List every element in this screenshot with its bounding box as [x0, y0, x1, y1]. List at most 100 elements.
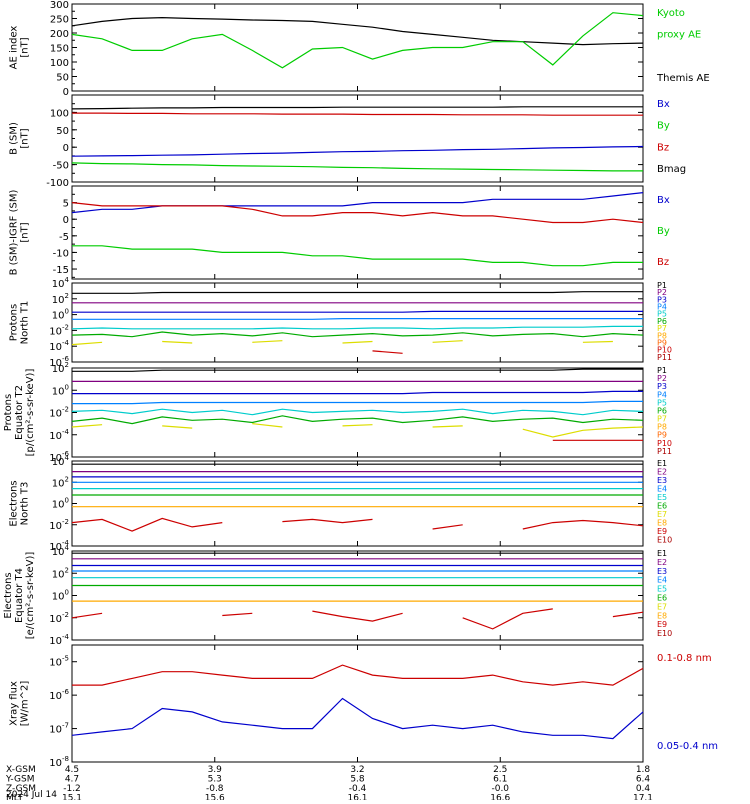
legend-entry: P8 [657, 331, 667, 340]
y-tick-label: -50 [53, 161, 69, 172]
footer-value: 5.8 [350, 775, 365, 785]
y-axis-label: North T3 [20, 482, 31, 526]
footer-value: 16.6 [490, 794, 510, 801]
y-axis-label: Electrons [9, 480, 20, 526]
y-tick-label: -5 [59, 232, 69, 243]
legend-entry: E6 [657, 502, 667, 511]
footer-value: -0.4 [349, 784, 367, 794]
series-line-p_equator-5 [71, 415, 644, 425]
legend-entry: E1 [657, 549, 667, 558]
y-tick-label: 10-8 [49, 755, 69, 769]
legend-entry: P10 [657, 439, 672, 448]
y-axis-label: Equator T2 [14, 385, 25, 440]
legend-entry: E4 [657, 576, 667, 585]
footer-value: 15.6 [205, 794, 225, 801]
legend-entry: proxy AE [657, 30, 701, 41]
series-line-bsm_igrf-1 [71, 202, 644, 224]
footer-value: 6.1 [493, 775, 507, 785]
y-tick-label: 10-4 [49, 539, 69, 553]
y-tick-label: 200 [50, 29, 69, 40]
legend-entry: E10 [657, 536, 672, 545]
series-line-p_equator-0 [72, 368, 643, 372]
y-axis-label: Protons [9, 304, 20, 341]
legend-entry: P3 [657, 382, 667, 391]
series-line-bsm_igrf-0 [71, 192, 644, 214]
y-tick-label: 0 [63, 143, 69, 154]
legend-entry: P8 [657, 423, 667, 432]
y-tick-label: 10-7 [49, 722, 69, 736]
y-tick-label: 50 [56, 126, 69, 137]
series-line-p_north-4 [71, 325, 643, 330]
legend-entry: E5 [657, 493, 667, 502]
series-line-p_equator-3 [72, 400, 643, 405]
legend-entry: Kyoto [657, 8, 685, 19]
legend-entry: Themis AE [656, 73, 710, 84]
series-line-bsm-3 [71, 162, 643, 172]
legend-entry: P5 [657, 398, 667, 407]
y-axis-label: [nT] [20, 222, 31, 242]
series-line-xray-0 [72, 664, 644, 686]
footer-value: 17.1 [633, 794, 653, 801]
y-tick-label: 10-4 [49, 633, 69, 647]
y-tick-label: 0 [63, 87, 69, 98]
y-tick-label: 10-6 [49, 355, 69, 369]
y-tick-label: 100 [52, 497, 69, 511]
series-line-bsm-1 [72, 112, 643, 116]
y-tick-label: 10-2 [49, 406, 69, 420]
y-tick-label: 104 [52, 454, 70, 468]
legend-entry: 0.1-0.8 nm [657, 653, 712, 664]
y-tick-label: 10-2 [49, 323, 69, 337]
footer-value: -0.8 [206, 784, 224, 794]
footer-value: 5.3 [208, 775, 222, 785]
y-tick-label: 102 [52, 292, 69, 306]
footer-value: 6.4 [636, 775, 651, 785]
y-axis-label: Xray flux [9, 681, 20, 726]
legend-entry: E7 [657, 510, 667, 519]
y-tick-label: 10-2 [49, 611, 69, 625]
footer-value: 2.5 [493, 765, 507, 775]
y-tick-label: 250 [50, 15, 69, 26]
legend-entry: E1 [657, 459, 667, 468]
legend-entry: Bz [657, 257, 669, 268]
y-tick-label: 100 [52, 383, 69, 397]
legend-entry: P6 [657, 406, 667, 415]
legend-entry: P11 [657, 353, 672, 362]
legend-entry: P1 [657, 366, 667, 375]
y-tick-label: 10-4 [49, 428, 69, 442]
y-tick-label: 100 [52, 308, 69, 322]
y-tick-label: 10-2 [49, 518, 69, 532]
series-line-xray-1 [71, 697, 644, 740]
y-axis-label: Electrons [3, 572, 14, 618]
legend-entry: Bmag [657, 164, 686, 175]
legend-entry: P7 [657, 415, 667, 424]
y-tick-label: 100 [52, 589, 69, 603]
legend-entry: P3 [657, 295, 667, 304]
legend-entry: E9 [657, 620, 667, 629]
y-tick-label: 102 [52, 361, 69, 375]
legend-entry: By [657, 226, 670, 237]
legend-entry: E10 [657, 629, 672, 638]
y-tick-label: 10-5 [49, 655, 69, 669]
footer-value: 1.8 [636, 765, 651, 775]
y-axis-label: Equator T4 [14, 568, 25, 623]
legend-entry: P11 [657, 447, 672, 456]
legend-entry: 0.05-0.4 nm [657, 741, 718, 752]
y-tick-label: 150 [50, 44, 69, 55]
footer-value: -0.0 [491, 784, 509, 794]
y-tick-label: 100 [50, 58, 69, 69]
series-line-bsm-2 [71, 145, 644, 157]
series-line-p_equator-4 [71, 408, 644, 416]
footer-value: 16.1 [347, 794, 367, 801]
legend-entry: By [657, 121, 670, 132]
footer-value: -1.2 [63, 784, 81, 794]
y-axis-label: AE index [9, 26, 20, 70]
footer-value: 4.7 [65, 775, 79, 785]
y-tick-label: 104 [52, 276, 70, 290]
series-line-p_north-5 [71, 331, 644, 338]
legend-entry: P9 [657, 338, 667, 347]
legend-entry: E4 [657, 485, 667, 494]
y-tick-label: 104 [52, 544, 70, 558]
series-line-ae-1 [71, 12, 644, 69]
